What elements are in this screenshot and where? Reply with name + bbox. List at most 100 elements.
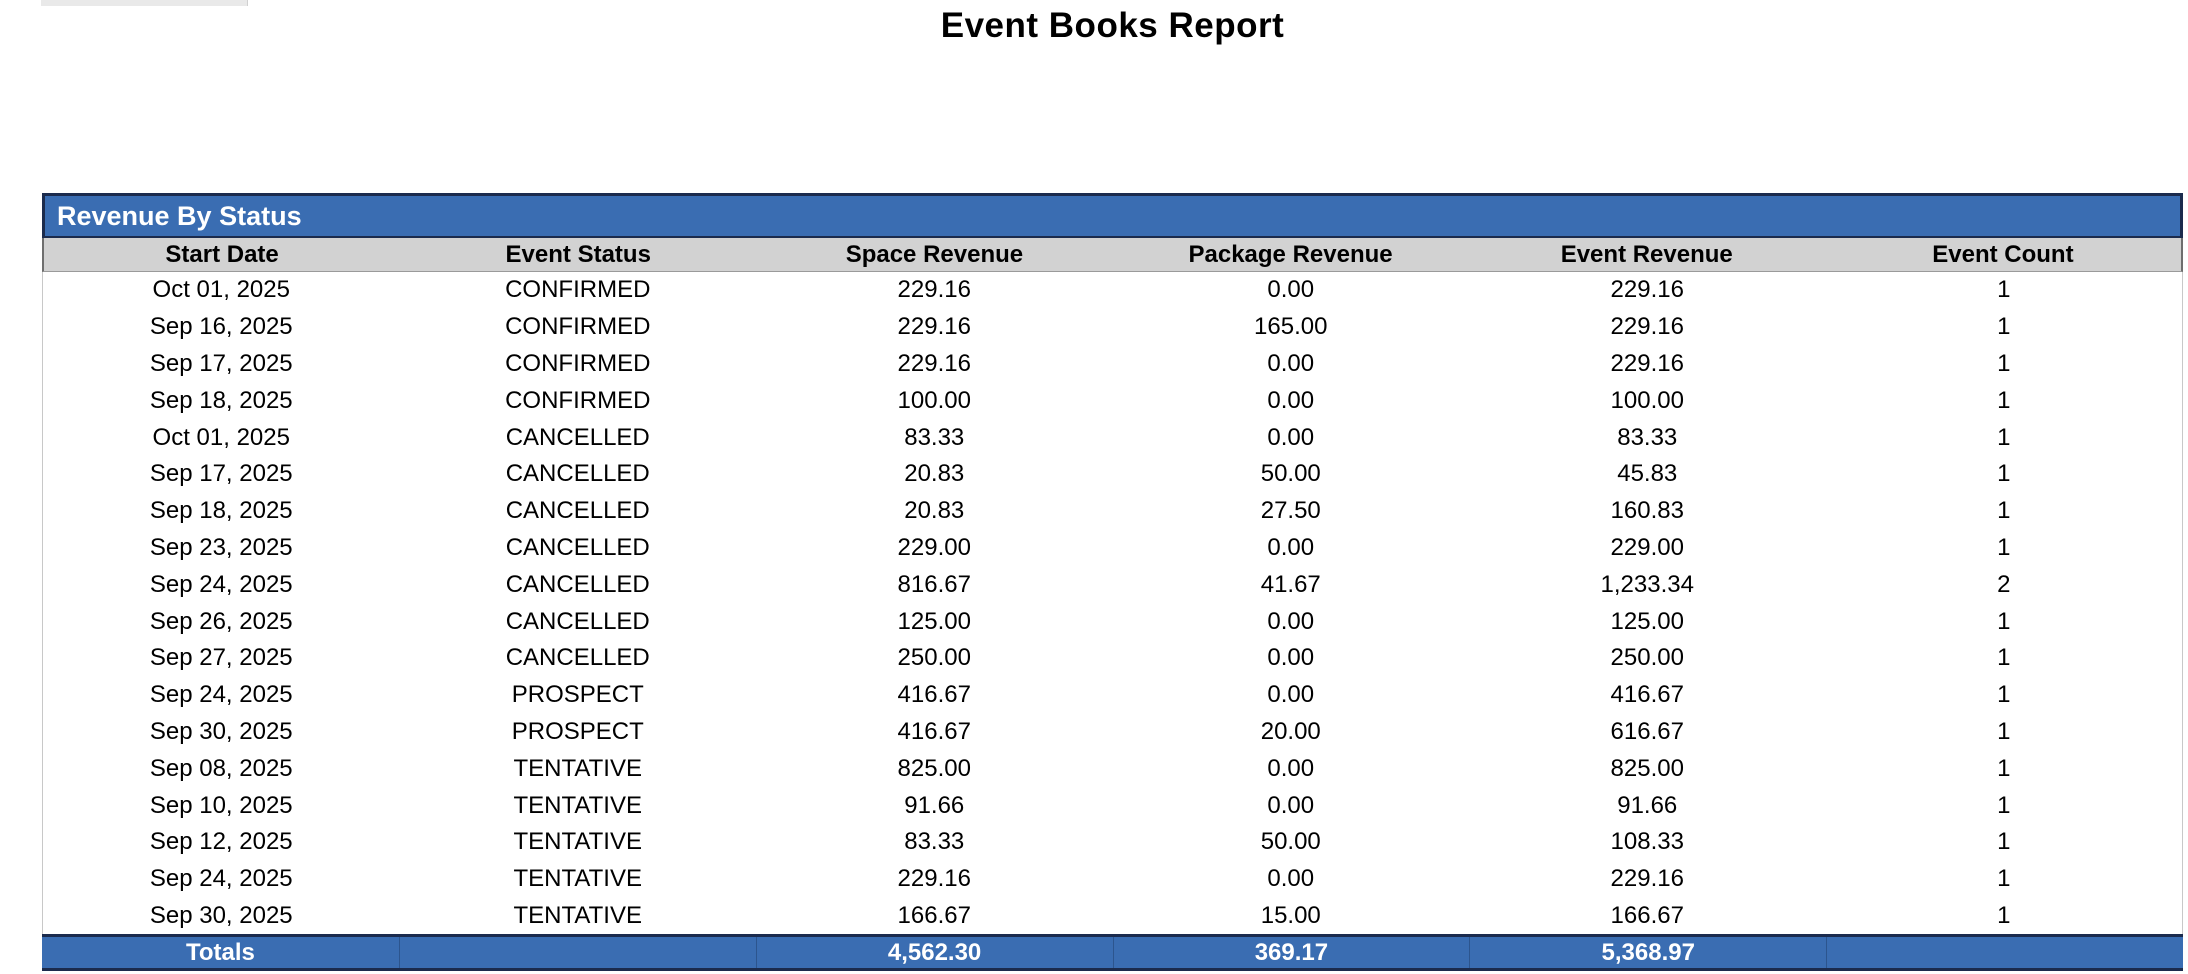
table-cell: 1 [1997, 497, 2011, 525]
table-cell: 1 [1997, 460, 2011, 488]
totals-event-revenue: 5,368.97 [1469, 937, 1826, 969]
table-row: Oct 01, 2025 CONFIRMED 229.16 0.00 229.16 1 [43, 272, 2182, 309]
table-cell: 160.83 [1610, 497, 1684, 525]
table-cell: 616.67 [1610, 717, 1684, 745]
table-cell: Sep 18, 2025 [149, 497, 293, 525]
table-row: Oct 01, 2025 CANCELLED 83.33 0.00 83.33 1 [43, 419, 2182, 456]
header-row: Start Date Event Status Space Revenue Packa… [42, 238, 2183, 272]
table-row: Sep 27, 2025 CANCELLED 250.00 0.00 250.00 1 [43, 640, 2182, 677]
table-cell: 1 [1997, 681, 2011, 709]
table-row: Sep 24, 2025 TENTATIVE 229.16 0.00 229.16 1 [43, 861, 2182, 898]
table-cell: CONFIRMED [505, 313, 651, 341]
table-cell: 0.00 [1267, 754, 1315, 782]
table-cell: 229.16 [1610, 276, 1684, 304]
table-cell: 20.83 [904, 497, 965, 525]
table-cell: CANCELLED [505, 570, 650, 598]
table-cell: 125.00 [1610, 607, 1684, 635]
table-cell: Sep 10, 2025 [149, 791, 293, 819]
cutoff-toolbar-fragment [41, 0, 248, 6]
table-cell: CANCELLED [505, 460, 650, 488]
column-header: Event Status [505, 240, 651, 268]
revenue-by-status-table: Revenue By Status Start Date Event Status… [42, 193, 2183, 972]
table-cell: 250.00 [1610, 644, 1684, 672]
table-cell: 0.00 [1267, 423, 1315, 451]
totals-event-count [1826, 937, 2183, 969]
table-cell: 229.16 [1610, 865, 1684, 893]
table-row: Sep 18, 2025 CONFIRMED 100.00 0.00 100.00 1 [43, 382, 2182, 419]
table-cell: 100.00 [897, 386, 971, 414]
table-cell: 825.00 [1610, 754, 1684, 782]
table-cell: CANCELLED [505, 423, 650, 451]
table-cell: PROSPECT [511, 717, 644, 745]
table-cell: 1 [1997, 423, 2011, 451]
table-cell: 27.50 [1260, 497, 1321, 525]
table-cell: Sep 27, 2025 [149, 644, 293, 672]
table-cell: 108.33 [1610, 828, 1684, 856]
table-cell: 1 [1997, 644, 2011, 672]
table-cell: 229.16 [897, 865, 971, 893]
table-cell: Sep 17, 2025 [149, 460, 293, 488]
table-row: Sep 23, 2025 CANCELLED 229.00 0.00 229.00 1 [43, 530, 2182, 567]
table-cell: CONFIRMED [505, 386, 651, 414]
table-row: Sep 08, 2025 TENTATIVE 825.00 0.00 825.00 1 [43, 750, 2182, 787]
table-cell: 20.00 [1260, 717, 1321, 745]
table-cell: TENTATIVE [513, 754, 642, 782]
table-cell: CANCELLED [505, 497, 650, 525]
table-cell: 1 [1997, 607, 2011, 635]
page-title: Event Books Report [940, 6, 1285, 45]
table-cell: Sep 24, 2025 [149, 681, 293, 709]
table-row: Sep 24, 2025 CANCELLED 816.67 41.67 1,233.34… [43, 566, 2182, 603]
table-cell: 1 [1997, 313, 2011, 341]
table-row: Sep 16, 2025 CONFIRMED 229.16 165.00 229.16 1 [43, 309, 2182, 346]
table-cell: 229.00 [897, 533, 971, 561]
table-cell: Sep 26, 2025 [149, 607, 293, 635]
totals-event-status [398, 937, 756, 969]
table-cell: TENTATIVE [513, 865, 642, 893]
table-cell: 229.16 [1610, 313, 1684, 341]
table-cell: Sep 30, 2025 [149, 901, 293, 929]
table-cell: Sep 08, 2025 [149, 754, 293, 782]
table-row: Sep 12, 2025 TENTATIVE 83.33 50.00 108.33 1 [43, 824, 2182, 861]
table-cell: 20.83 [904, 460, 965, 488]
table-cell: Sep 16, 2025 [149, 313, 293, 341]
table-cell: 825.00 [897, 754, 971, 782]
column-header: Event Revenue [1560, 240, 1733, 268]
table-cell: CANCELLED [505, 644, 650, 672]
table-cell: 250.00 [897, 644, 971, 672]
table-cell: 83.33 [904, 828, 965, 856]
table-cell: 1 [1997, 828, 2011, 856]
totals-label: Totals [185, 938, 255, 966]
table-cell: 816.67 [897, 570, 971, 598]
table-cell: CONFIRMED [505, 276, 651, 304]
table-cell: 0.00 [1267, 349, 1315, 377]
table-row: Sep 30, 2025 PROSPECT 416.67 20.00 616.67 1 [43, 714, 2182, 751]
table-cell: Sep 30, 2025 [149, 717, 293, 745]
table-cell: 2 [1997, 570, 2011, 598]
table-cell: 0.00 [1267, 681, 1315, 709]
table-cell: TENTATIVE [513, 791, 642, 819]
table-cell: 416.67 [897, 681, 971, 709]
table-cell: 15.00 [1260, 901, 1321, 929]
table-cell: CONFIRMED [505, 349, 651, 377]
table-cell: 1 [1997, 386, 2011, 414]
table-cell: 0.00 [1267, 386, 1315, 414]
table-cell: 125.00 [897, 607, 971, 635]
table-cell: 1 [1997, 791, 2011, 819]
table-cell: 1 [1997, 533, 2011, 561]
table-cell: 0.00 [1267, 533, 1315, 561]
table-cell: 229.16 [897, 313, 971, 341]
column-header: Event Count [1932, 240, 2074, 268]
table-cell: Sep 23, 2025 [149, 533, 293, 561]
table-cell: Sep 24, 2025 [149, 865, 293, 893]
table-row: Sep 26, 2025 CANCELLED 125.00 0.00 125.00 1 [43, 603, 2182, 640]
table-cell: PROSPECT [511, 681, 644, 709]
table-cell: 50.00 [1260, 828, 1321, 856]
table-cell: 0.00 [1267, 791, 1315, 819]
table-cell: CANCELLED [505, 533, 650, 561]
section-header-banner: Revenue By Status [42, 193, 2183, 238]
table-cell: 50.00 [1260, 460, 1321, 488]
table-cell: 83.33 [904, 423, 965, 451]
table-cell: 229.16 [897, 349, 971, 377]
table-row: Sep 17, 2025 CONFIRMED 229.16 0.00 229.16 1 [43, 346, 2182, 383]
totals-space-revenue: 4,562.30 [755, 937, 1113, 969]
